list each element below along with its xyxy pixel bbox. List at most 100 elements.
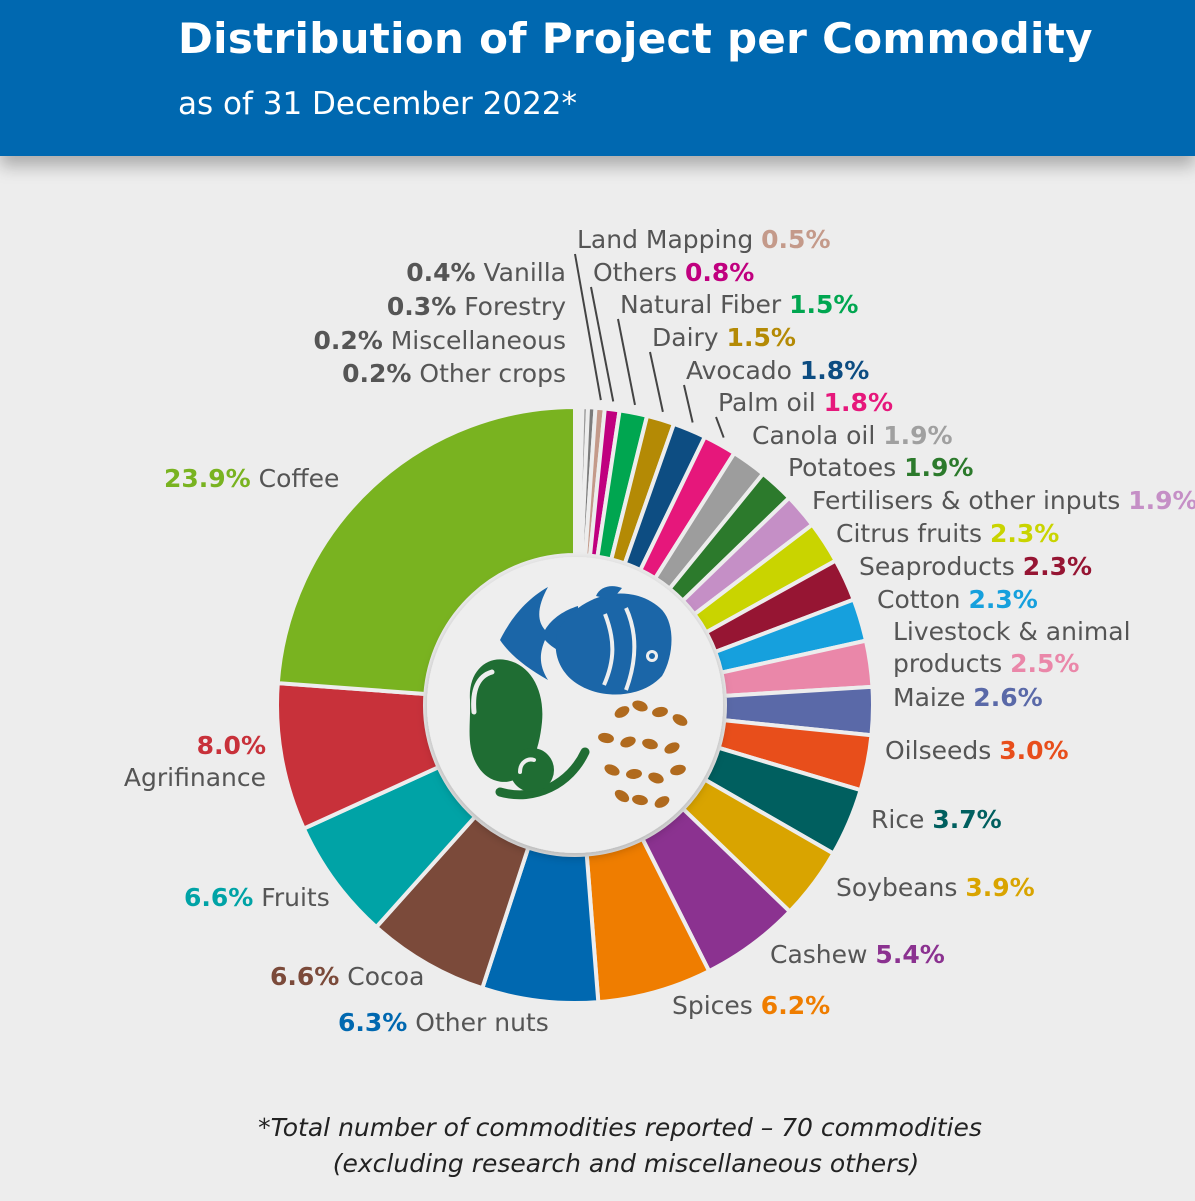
label-cotton: Cotton 2.3%: [877, 585, 1038, 614]
grain-shape: [632, 794, 648, 806]
label-land-mapping: Land Mapping 0.5%: [577, 225, 831, 254]
slice-value-other-crops: 0.2%: [342, 359, 411, 388]
grains-icon: [598, 700, 688, 808]
grain-shape: [642, 738, 658, 750]
slice-name-potatoes: Potatoes: [788, 453, 904, 482]
label-fruits: 6.6% Fruits: [184, 883, 330, 912]
leader-lines: [574, 253, 725, 438]
label-canola-oil: Canola oil 1.9%: [752, 421, 953, 450]
slice-value-cashew: 5.4%: [875, 940, 944, 969]
slice-value-land-mapping: 0.5%: [761, 225, 830, 254]
label-citrus-fruits: Citrus fruits 2.3%: [836, 519, 1059, 548]
label-palm-oil: Palm oil 1.8%: [718, 388, 893, 417]
slice-value-spices: 6.2%: [761, 991, 830, 1020]
slice-name-livestock-animal-products: Livestock & animal: [893, 617, 1131, 646]
slice-name-palm-oil: Palm oil: [718, 388, 824, 417]
label-cashew: Cashew 5.4%: [770, 940, 945, 969]
grain-shape: [670, 764, 686, 776]
label-soybeans: Soybeans 3.9%: [836, 873, 1035, 902]
grain-shape: [672, 714, 688, 726]
leader-palm-oil: [715, 416, 725, 438]
slice-name-rice: Rice: [871, 805, 932, 834]
label-vanilla: 0.4% Vanilla: [406, 258, 566, 287]
slice-name-miscellaneous: Miscellaneous: [383, 326, 566, 355]
label-potatoes: Potatoes 1.9%: [788, 453, 973, 482]
slice-name-soybeans: Soybeans: [836, 873, 965, 902]
label-others: Others 0.8%: [593, 258, 754, 287]
label-livestock-animal-products: Livestock & animal products 2.5%: [893, 617, 1131, 678]
grain-shape: [604, 764, 620, 776]
slice-value-agrifinance: 8.0%: [197, 731, 266, 760]
slice-name-dairy: Dairy: [652, 323, 727, 352]
header-banner: Distribution of Project per Commodity as…: [0, 0, 1195, 156]
label-other-nuts: 6.3% Other nuts: [338, 1008, 549, 1037]
grain-shape: [614, 706, 630, 718]
label-rice: Rice 3.7%: [871, 805, 1002, 834]
label-dairy: Dairy 1.5%: [652, 323, 796, 352]
label-maize: Maize 2.6%: [893, 683, 1043, 712]
slice-value-other-nuts: 6.3%: [338, 1008, 407, 1037]
leader-others: [590, 286, 615, 402]
label-other-crops: 0.2% Other crops: [342, 359, 566, 388]
slice-value-livestock-animal-products: 2.5%: [1010, 649, 1079, 678]
slice-value-dairy: 1.5%: [727, 323, 796, 352]
slice-name-other-nuts: Other nuts: [407, 1008, 548, 1037]
label-avocado: Avocado 1.8%: [686, 356, 869, 385]
slice-name-cotton: Cotton: [877, 585, 968, 614]
slice-value-others: 0.8%: [685, 258, 754, 287]
slice-coffee: [275, 404, 577, 697]
slice-value-maize: 2.6%: [973, 683, 1042, 712]
slice-value-fertilisers-other-inputs: 1.9%: [1128, 486, 1195, 515]
slice-name-natural-fiber: Natural Fiber: [620, 290, 789, 319]
slice-name-vanilla: Vanilla: [476, 258, 566, 287]
chart-title: Distribution of Project per Commodity: [178, 14, 1093, 63]
leader-natural-fiber: [617, 318, 636, 406]
slice-value-oilseeds: 3.0%: [999, 736, 1068, 765]
label-spices: Spices 6.2%: [672, 991, 830, 1020]
slice-name-cashew: Cashew: [770, 940, 875, 969]
slice-name-fruits: Fruits: [253, 883, 329, 912]
slice-value-coffee: 23.9%: [164, 464, 251, 493]
slice-name-maize: Maize: [893, 683, 973, 712]
grain-shape: [620, 736, 636, 748]
label-forestry: 0.3% Forestry: [387, 292, 566, 321]
slice-name-others: Others: [593, 258, 685, 287]
footnote-line-2: (excluding research and miscellaneous ot…: [332, 1149, 920, 1178]
slice-value-cocoa: 6.6%: [270, 962, 339, 991]
label-natural-fiber: Natural Fiber 1.5%: [620, 290, 858, 319]
leader-avocado: [683, 384, 694, 423]
chart-subtitle: as of 31 December 2022*: [178, 86, 578, 122]
slice-name-seaproducts: Seaproducts: [859, 552, 1023, 581]
footnote-line-1: *Total number of commodities reported – …: [258, 1113, 982, 1142]
slice-name-livestock-animal-products: products: [893, 649, 1010, 678]
slice-value-canola-oil: 1.9%: [883, 421, 952, 450]
grain-shape: [664, 742, 680, 754]
donut-slices: [275, 404, 875, 1005]
avocado-icon: [469, 659, 590, 800]
grain-shape: [614, 789, 630, 803]
slice-value-miscellaneous: 0.2%: [313, 326, 382, 355]
label-fertilisers-other-inputs: Fertilisers & other inputs 1.9%: [812, 486, 1195, 515]
grain-shape: [648, 772, 664, 784]
slice-value-natural-fiber: 1.5%: [789, 290, 858, 319]
slice-value-seaproducts: 2.3%: [1023, 552, 1092, 581]
slice-value-soybeans: 3.9%: [965, 873, 1034, 902]
slice-name-coffee: Coffee: [251, 464, 340, 493]
label-oilseeds: Oilseeds 3.0%: [885, 736, 1069, 765]
slice-name-other-crops: Other crops: [411, 359, 566, 388]
fish-icon: [500, 586, 672, 695]
slice-name-cocoa: Cocoa: [339, 962, 424, 991]
label-miscellaneous: 0.2% Miscellaneous: [313, 326, 566, 355]
slice-value-forestry: 0.3%: [387, 292, 456, 321]
label-coffee: 23.9% Coffee: [164, 464, 339, 493]
grain-shape: [598, 732, 614, 744]
slice-name-forestry: Forestry: [456, 292, 566, 321]
slice-name-canola-oil: Canola oil: [752, 421, 883, 450]
grain-shape: [632, 700, 648, 712]
slice-value-rice: 3.7%: [932, 805, 1001, 834]
label-cocoa: 6.6% Cocoa: [270, 962, 424, 991]
grain-shape: [652, 706, 668, 718]
slice-value-citrus-fruits: 2.3%: [990, 519, 1059, 548]
